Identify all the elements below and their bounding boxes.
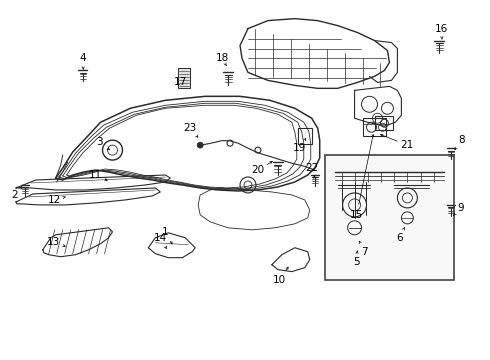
Text: 13: 13 — [47, 237, 60, 247]
Text: 14: 14 — [154, 233, 167, 243]
Text: 16: 16 — [435, 24, 448, 33]
Text: 15: 15 — [350, 210, 363, 220]
Text: 10: 10 — [273, 275, 287, 285]
Bar — [363, 118, 387, 136]
Text: 18: 18 — [216, 54, 229, 63]
Text: 2: 2 — [12, 190, 18, 200]
Circle shape — [197, 142, 203, 148]
Bar — [178, 68, 190, 88]
Text: 3: 3 — [96, 137, 103, 147]
Bar — [375, 116, 393, 130]
Text: 19: 19 — [293, 143, 306, 153]
Bar — [325, 155, 454, 280]
Text: 9: 9 — [458, 203, 465, 213]
Text: 12: 12 — [48, 195, 61, 205]
Bar — [298, 128, 312, 144]
Text: 22: 22 — [305, 163, 318, 173]
Text: 21: 21 — [401, 140, 414, 150]
Text: 8: 8 — [458, 135, 465, 145]
Text: 1: 1 — [162, 227, 169, 237]
Text: 20: 20 — [251, 165, 265, 175]
Text: 4: 4 — [79, 54, 86, 63]
Text: 11: 11 — [89, 170, 102, 180]
Text: 6: 6 — [396, 233, 403, 243]
Text: 23: 23 — [184, 123, 197, 133]
Text: 7: 7 — [361, 247, 368, 257]
Text: 17: 17 — [173, 77, 187, 87]
Text: 5: 5 — [353, 257, 360, 267]
